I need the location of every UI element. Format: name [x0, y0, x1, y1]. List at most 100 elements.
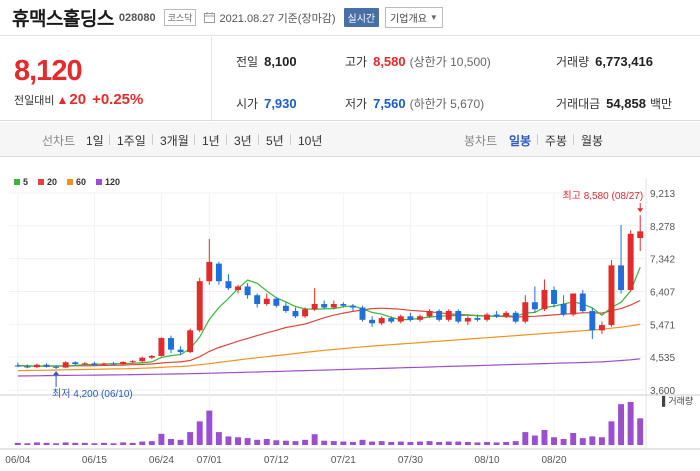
change-label: 전일대비 [14, 94, 55, 107]
y-tick-label: 8,278 [650, 222, 675, 233]
candle-body [608, 265, 615, 326]
candle-body [369, 319, 376, 324]
volume-bar [579, 438, 586, 445]
candle-body [254, 295, 261, 305]
volume-bar [129, 442, 136, 445]
volume-bar [407, 441, 414, 445]
volume-bar [484, 441, 490, 445]
candle-body [388, 318, 395, 322]
period-3m[interactable]: 3개월 [160, 134, 189, 148]
volume-bar [196, 421, 203, 445]
date-text: 2021.08.27 기준(장마감) [219, 12, 336, 25]
candle-body [292, 311, 299, 317]
candle-body [455, 311, 462, 322]
y-tick-label: 9,213 [650, 189, 675, 200]
lower-limit: (하한가 5,670) [409, 97, 485, 111]
x-tick-label: 07/30 [398, 455, 423, 466]
volume-bar [608, 421, 615, 445]
candle-weekly[interactable]: 주봉 [545, 134, 568, 148]
volume-bar [148, 441, 155, 445]
open-cell: 시가 7,930 [236, 95, 297, 112]
low-value: 7,560 [373, 96, 406, 111]
candle-body [139, 357, 146, 362]
candle-body [397, 316, 404, 322]
volume-bar [206, 410, 213, 445]
candle-body [589, 311, 596, 331]
candle-daily[interactable]: 일봉 [509, 134, 532, 148]
legend-ma20: 20 [38, 177, 57, 187]
divider [537, 134, 538, 145]
volume-bar [24, 443, 31, 445]
volume-bar [187, 432, 194, 445]
volume-bar [598, 437, 605, 445]
y-tick-label: 4,535 [650, 353, 675, 364]
open-value: 7,930 [264, 96, 297, 111]
period-1y[interactable]: 1년 [202, 134, 220, 148]
high-annotation: 최고 8,580 (08/27) [563, 190, 644, 202]
volume-bar [522, 432, 529, 445]
candle-body [407, 316, 414, 320]
candle-body [541, 289, 548, 310]
candle-body [168, 338, 174, 350]
candle-body [273, 298, 280, 306]
trade-amount-value: 54,858 [606, 96, 646, 111]
x-tick-label: 06/15 [82, 455, 107, 466]
volume-bar [263, 438, 270, 445]
company-overview-dropdown[interactable]: 기업개요 ▼ [385, 7, 443, 28]
volume-bar [589, 436, 596, 445]
change-value: 20 [69, 91, 87, 108]
high-value: 8,580 [373, 54, 406, 69]
volume-bar [340, 441, 347, 445]
candle-body [14, 365, 21, 367]
high-label: 고가 [345, 55, 368, 69]
divider [258, 134, 259, 145]
candle-body [129, 361, 136, 363]
realtime-button[interactable]: 실시간 [343, 8, 380, 27]
volume-bar [627, 402, 634, 445]
volume-bar [359, 439, 366, 445]
trade-amount-label: 거래대금 [556, 97, 601, 111]
stock-header: 휴맥스홀딩스 028080 코스닥 2021.08.27 기준(장마감) 실시간… [0, 0, 700, 36]
volume-bar [551, 437, 557, 445]
candle-body [302, 309, 309, 317]
x-tick-label: 07/12 [264, 455, 289, 466]
volume-bar [177, 439, 184, 445]
change-percent: +0.25% [92, 91, 144, 108]
legend-ma60: 60 [67, 177, 86, 187]
volume-bar [139, 441, 146, 445]
period-1d[interactable]: 1일 [86, 134, 104, 148]
period-5y[interactable]: 5년 [266, 134, 284, 148]
divider [573, 134, 574, 145]
volume-value: 6,773,416 [595, 54, 653, 69]
legend-ma120-label: 120 [105, 177, 121, 187]
candle-body [72, 362, 79, 365]
up-triangle-icon: ▲ [56, 92, 69, 107]
period-10y[interactable]: 10년 [298, 134, 323, 148]
candle-body [263, 298, 270, 305]
period-3y[interactable]: 3년 [234, 134, 252, 148]
low-cell: 저가 7,560 (하한가 5,670) [345, 95, 484, 112]
prev-close-value: 8,100 [264, 54, 297, 69]
candle-body [81, 363, 88, 365]
volume-bar [541, 429, 548, 445]
legend-ma5: 5 [14, 177, 28, 187]
volume-bar [110, 443, 117, 445]
candle-body [206, 261, 213, 282]
candle-chart-label: 봉차트 [464, 134, 498, 148]
volume-bar [388, 441, 395, 445]
volume-bar [493, 442, 500, 445]
volume-bar [570, 432, 577, 445]
candle-body [311, 304, 318, 310]
candle-monthly[interactable]: 월봉 [581, 134, 604, 148]
price-chart[interactable]: 5 20 60 120 9,213 8,278 7,342 6,407 5,471 4,5… [0, 158, 700, 471]
candle-body [627, 233, 634, 290]
candle-body [120, 361, 127, 365]
volume-bar [512, 441, 519, 445]
ma-legend: 5 20 60 120 [14, 177, 120, 187]
prev-close-cell: 전일 8,100 [236, 53, 297, 70]
volume-bar [531, 435, 538, 445]
candle-body [417, 316, 423, 320]
period-1w[interactable]: 1주일 [117, 134, 146, 148]
volume-bar [14, 442, 21, 445]
divider [226, 134, 227, 145]
